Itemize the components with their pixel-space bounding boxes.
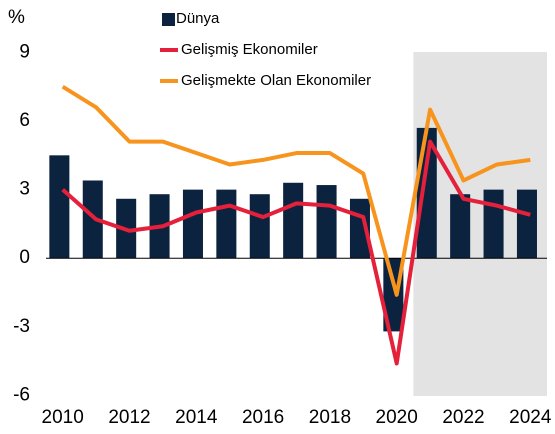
bar: [49, 155, 70, 259]
y-tick-label: 0: [19, 247, 30, 268]
x-tick-label: 2012: [108, 407, 150, 428]
legend-label: Dünya: [176, 10, 220, 27]
y-axis-label: %: [8, 7, 25, 28]
line: [61, 139, 531, 366]
bar: [316, 185, 337, 259]
y-tick-label: -6: [13, 384, 30, 405]
bar: [182, 189, 203, 259]
x-tick-label: 2024: [509, 407, 552, 428]
x-tick-label: 2018: [309, 407, 351, 428]
legend-label: Gelişmiş Ekonomiler: [181, 41, 318, 58]
x-tick-label: 2014: [175, 407, 218, 428]
bar: [516, 189, 537, 259]
y-tick-label: 6: [19, 110, 30, 131]
bar: [283, 182, 304, 259]
x-tick-label: 2020: [376, 407, 418, 428]
bar: [249, 194, 270, 259]
y-tick-label: -3: [13, 316, 30, 337]
x-tick-label: 2010: [42, 407, 84, 428]
x-tick-label: 2016: [242, 407, 284, 428]
legend-swatch: [162, 13, 175, 26]
bar: [483, 189, 504, 259]
x-tick-label: 2022: [442, 407, 484, 428]
bar: [216, 189, 237, 259]
y-tick-label: 3: [19, 179, 30, 200]
y-tick-label: 9: [19, 41, 30, 62]
legend-label: Gelişmekte Olan Ekonomiler: [181, 72, 371, 89]
bar: [450, 194, 471, 259]
line: [61, 85, 531, 297]
bar: [82, 180, 103, 259]
